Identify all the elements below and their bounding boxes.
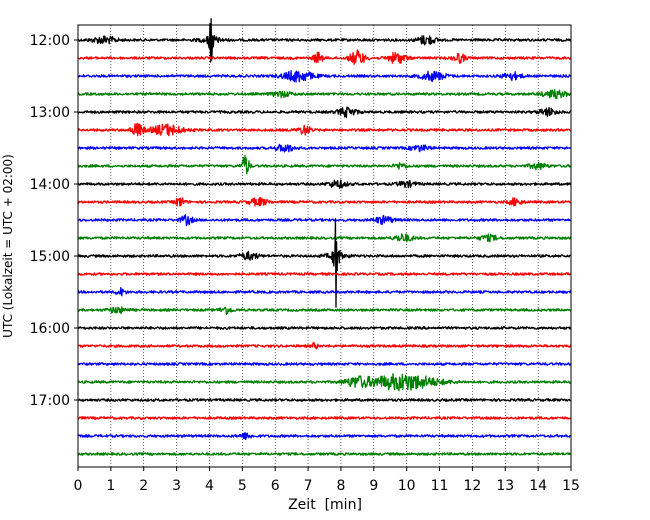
x-axis-label: Zeit [min] [288, 497, 362, 513]
trace-1245 [77, 89, 572, 100]
trace-1415 [77, 197, 572, 207]
trace-1700 [77, 398, 572, 402]
trace-1600 [77, 326, 572, 330]
x-tick-label: 8 [336, 478, 345, 494]
trace-1445 [77, 233, 572, 243]
trace-1345 [77, 154, 572, 175]
trace-1615 [77, 341, 572, 350]
trace-1745 [77, 452, 572, 456]
trace-1645 [77, 373, 572, 392]
y-axis-label: UTC (Lokalzeit = UTC + 02:00) [1, 154, 15, 338]
trace-1515 [77, 272, 572, 276]
x-tick-label: 13 [496, 478, 514, 494]
x-tick-label: 1 [106, 478, 115, 494]
trace-1530 [77, 287, 572, 297]
trace-1215 [77, 49, 572, 65]
x-tick-label: 9 [369, 478, 378, 494]
y-tick-label: 17:00 [30, 393, 70, 409]
trace-1200 [77, 18, 572, 63]
trace-1730 [77, 431, 572, 441]
trace-1430 [77, 214, 572, 227]
x-axis: 0 1 2 3 4 5 6 7 8 9 10 11 12 13 14 15 [74, 467, 580, 494]
x-tick-label: 5 [238, 478, 247, 494]
plot-frame [77, 24, 572, 468]
y-axis: 12:00 13:00 14:00 15:00 16:00 17:00 [30, 33, 78, 409]
x-tick-label: 14 [529, 478, 547, 494]
trace-1715 [77, 416, 572, 420]
x-tick-label: 2 [139, 478, 148, 494]
trace-1400 [77, 179, 572, 189]
x-tick-label: 3 [172, 478, 181, 494]
x-tick-label: 4 [205, 478, 214, 494]
trace-1300 [77, 106, 572, 119]
trace-1630 [77, 362, 572, 366]
y-tick-label: 13:00 [30, 105, 70, 121]
x-tick-label: 12 [463, 478, 481, 494]
y-tick-label: 12:00 [30, 33, 70, 49]
trace-1315 [77, 122, 572, 137]
traces [77, 18, 572, 456]
x-tick-label: 6 [271, 478, 280, 494]
trace-1330 [77, 143, 572, 153]
plot-area [78, 25, 571, 467]
y-tick-label: 16:00 [30, 321, 70, 337]
trace-1230 [77, 70, 572, 83]
x-tick-label: 10 [398, 478, 416, 494]
x-tick-label: 15 [562, 478, 580, 494]
x-tick-label: 0 [74, 478, 83, 494]
trace-1545 [77, 306, 572, 315]
trace-1500 [77, 218, 572, 308]
y-tick-label: 14:00 [30, 177, 70, 193]
y-tick-label: 15:00 [30, 249, 70, 265]
x-tick-label: 7 [304, 478, 313, 494]
x-tick-label: 11 [431, 478, 449, 494]
